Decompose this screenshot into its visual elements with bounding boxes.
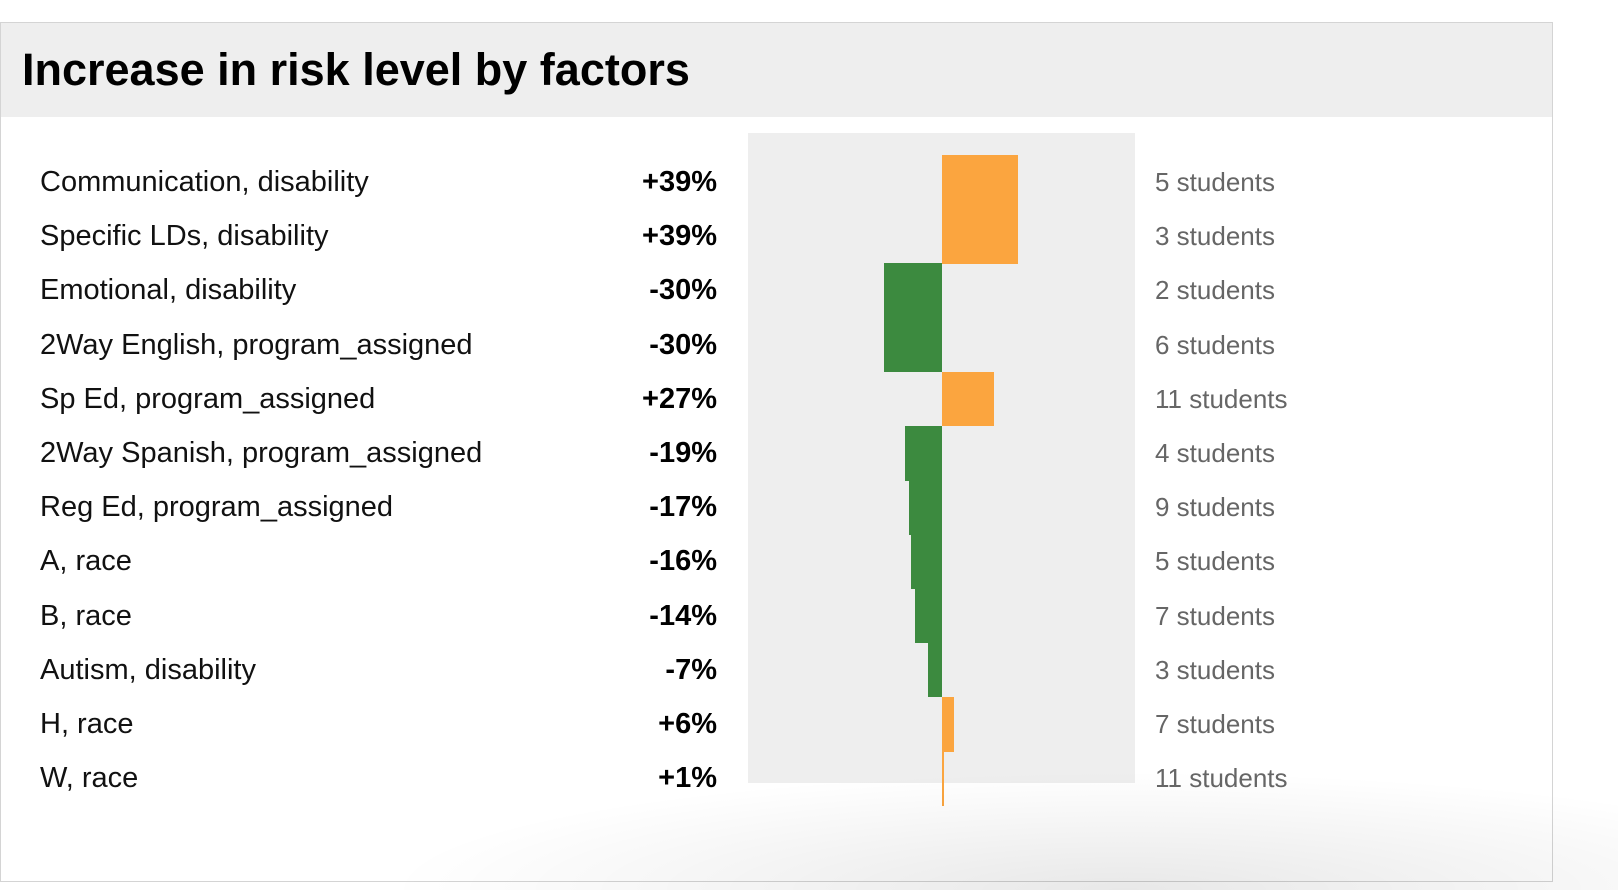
factor-row: A, race -16% 5 students: [0, 534, 1618, 588]
student-count: 3 students: [1155, 221, 1275, 252]
risk-change-value: -17%: [649, 491, 717, 524]
factor-row: Reg Ed, program_assigned -17% 9 students: [0, 480, 1618, 534]
factor-row: Emotional, disability -30% 2 students: [0, 263, 1618, 317]
increase-bar: [942, 209, 1018, 264]
factor-label: Autism, disability: [40, 653, 256, 686]
factor-label: B, race: [40, 599, 132, 632]
risk-change-value: -30%: [649, 328, 717, 361]
factor-row: B, race -14% 7 students: [0, 589, 1618, 643]
bar-chart-area: [748, 133, 1135, 806]
factor-label: Specific LDs, disability: [40, 220, 329, 253]
factor-label: Sp Ed, program_assigned: [40, 382, 376, 415]
risk-change-value: +1%: [658, 762, 717, 795]
factor-label: Emotional, disability: [40, 274, 297, 307]
student-count: 4 students: [1155, 438, 1275, 468]
decrease-bar: [910, 534, 942, 590]
increase-bar: [942, 697, 954, 752]
risk-change-value: +6%: [658, 708, 717, 740]
factor-row: Communication, disability +39% 5 students: [0, 155, 1618, 209]
risk-change-value: -7%: [665, 653, 717, 686]
student-count: 5 students: [1155, 546, 1275, 577]
student-count: 6 students: [1155, 329, 1275, 360]
factor-row: Autism, disability -7% 3 students: [0, 643, 1618, 697]
factor-row: Specific LDs, disability +39% 3 students: [0, 209, 1618, 263]
student-count: 7 students: [1155, 709, 1275, 739]
factor-row: 2Way Spanish, program_assigned -19% 4 stud…: [0, 426, 1618, 480]
risk-change-value: +39%: [642, 220, 717, 253]
student-count: 11 students: [1155, 763, 1288, 794]
risk-change-value: +27%: [642, 382, 717, 415]
increase-bar: [942, 751, 944, 806]
student-count: 9 students: [1155, 492, 1275, 523]
factor-label: W, race: [40, 762, 139, 795]
student-count: 5 students: [1155, 167, 1275, 197]
risk-change-value: -16%: [649, 545, 717, 578]
decrease-bar: [909, 480, 942, 535]
risk-change-value: -30%: [649, 274, 717, 307]
factor-label: 2Way Spanish, program_assigned: [40, 437, 483, 469]
risk-change-value: -14%: [649, 599, 717, 632]
factor-label: Reg Ed, program_assigned: [40, 491, 394, 524]
factor-row: 2Way English, program_assigned -30% 6 stud…: [0, 318, 1618, 372]
risk-change-value: -19%: [649, 437, 717, 469]
decrease-bar: [883, 263, 942, 319]
panel-header: Increase in risk level by factors: [1, 23, 1552, 117]
decrease-bar: [905, 426, 942, 481]
decrease-bar: [928, 642, 942, 698]
factor-label: Communication, disability: [40, 166, 369, 198]
student-count: 7 students: [1155, 600, 1275, 631]
factor-label: A, race: [40, 545, 132, 578]
factor-row: W, race +1% 11 students: [0, 751, 1618, 805]
risk-change-value: +39%: [642, 166, 717, 198]
factor-row: Sp Ed, program_assigned +27% 11 students: [0, 372, 1618, 426]
factor-label: 2Way English, program_assigned: [40, 328, 473, 361]
increase-bar: [942, 371, 995, 427]
student-count: 11 students: [1155, 383, 1288, 414]
decrease-bar: [914, 588, 942, 644]
factor-label: H, race: [40, 708, 134, 740]
increase-bar: [942, 155, 1018, 210]
student-count: 3 students: [1155, 654, 1275, 685]
panel-title: Increase in risk level by factors: [22, 44, 690, 95]
student-count: 2 students: [1155, 275, 1275, 306]
decrease-bar: [883, 317, 942, 373]
factor-row: H, race +6% 7 students: [0, 697, 1618, 751]
